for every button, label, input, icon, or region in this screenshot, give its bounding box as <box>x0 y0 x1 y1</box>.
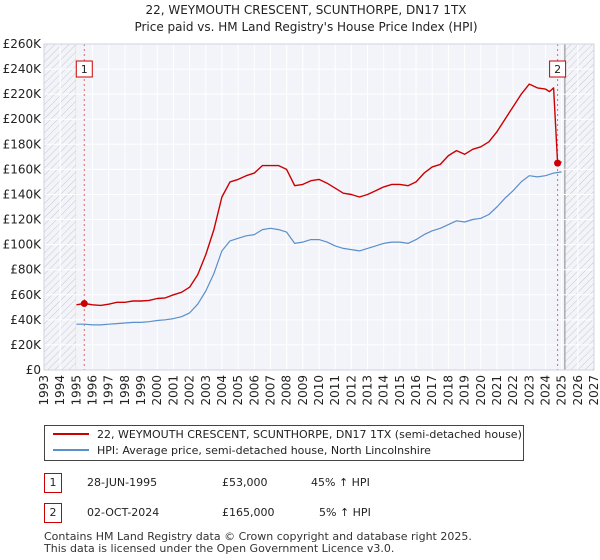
x-tick-label: 2020 <box>474 375 488 406</box>
chart-subtitle: Price paid vs. HM Land Registry's House … <box>134 20 477 34</box>
x-tick-label: 2021 <box>490 375 504 406</box>
hpi-line <box>76 171 562 326</box>
x-tick-label: 2008 <box>280 375 294 406</box>
transaction-price: £53,000 <box>222 476 268 489</box>
y-tick-label: £180K <box>3 137 43 151</box>
legend-swatch-property <box>53 433 89 435</box>
y-tick-label: £0 <box>26 363 41 377</box>
x-tick-label: 2017 <box>425 375 439 406</box>
property-price-line <box>76 83 562 307</box>
footer-line-2: This data is licensed under the Open Gov… <box>44 542 395 555</box>
x-tick-label: 1997 <box>102 375 116 406</box>
x-tick-label: 2027 <box>587 375 600 406</box>
x-tick-label: 2024 <box>538 375 552 406</box>
legend-swatch-hpi <box>53 449 89 451</box>
legend-item-hpi: HPI: Average price, semi-detached house,… <box>45 442 431 458</box>
y-tick-label: £60K <box>10 288 42 302</box>
x-tick-label: 2014 <box>377 375 391 406</box>
x-tick-label: 2015 <box>393 375 407 406</box>
y-tick-label: £200K <box>3 112 43 126</box>
x-tick-label: 1999 <box>134 375 148 406</box>
x-tick-label: 2012 <box>344 375 358 406</box>
x-tick-label: 2025 <box>555 375 569 406</box>
plot-frame <box>43 43 595 371</box>
footer-attribution: Contains HM Land Registry data © Crown c… <box>44 531 472 555</box>
x-tick-label: 2004 <box>215 375 229 406</box>
transaction-hpi-diff: 5% ↑ HPI <box>319 506 371 519</box>
x-tick-label: 1998 <box>118 375 132 406</box>
x-tick-label: 2002 <box>183 375 197 406</box>
transaction-hpi-diff: 45% ↑ HPI <box>311 476 370 489</box>
legend-label-hpi: HPI: Average price, semi-detached house,… <box>97 443 431 457</box>
y-tick-label: £120K <box>3 213 43 227</box>
x-tick-label: 2023 <box>522 375 536 406</box>
y-tick-label: £100K <box>3 238 43 252</box>
x-tick-label: 2003 <box>199 375 213 406</box>
x-tick-label: 2013 <box>361 375 375 406</box>
x-tick-label: 2018 <box>441 375 455 406</box>
x-tick-label: 2019 <box>458 375 472 406</box>
x-tick-label: 2007 <box>263 375 277 406</box>
sale-point-marker <box>554 159 562 167</box>
chart-legend: 22, WEYMOUTH CRESCENT, SCUNTHORPE, DN17 … <box>44 425 524 461</box>
x-tick-label: 2001 <box>166 375 180 406</box>
sale-label-number: 2 <box>554 63 561 76</box>
transaction-badge: 1 <box>44 473 62 493</box>
transaction-price: £165,000 <box>222 506 275 519</box>
x-tick-label: 2009 <box>296 375 310 406</box>
transaction-date: 02-OCT-2024 <box>87 506 160 519</box>
footer-line-1: Contains HM Land Registry data © Crown c… <box>44 530 472 543</box>
transaction-date: 28-JUN-1995 <box>87 476 158 489</box>
hatched-region <box>564 44 594 370</box>
y-tick-label: £160K <box>3 162 43 176</box>
legend-label-property: 22, WEYMOUTH CRESCENT, SCUNTHORPE, DN17 … <box>97 427 522 441</box>
y-tick-label: £40K <box>10 313 42 327</box>
sale-point-marker <box>80 300 88 308</box>
x-tick-label: 2016 <box>409 375 423 406</box>
x-tick-label: 2010 <box>312 375 326 406</box>
transaction-badge: 2 <box>44 503 62 523</box>
x-tick-label: 2005 <box>231 375 245 406</box>
price-chart: 22, WEYMOUTH CRESCENT, SCUNTHORPE, DN17 … <box>3 3 600 406</box>
chart-title: 22, WEYMOUTH CRESCENT, SCUNTHORPE, DN17 … <box>145 3 466 17</box>
sale-label-box <box>75 60 93 78</box>
x-tick-label: 2000 <box>150 375 164 406</box>
x-tick-label: 1993 <box>37 375 51 406</box>
sale-label-number: 1 <box>81 63 88 76</box>
y-tick-label: £240K <box>3 62 43 76</box>
x-tick-label: 2011 <box>328 375 342 406</box>
sale-label-box <box>549 60 567 78</box>
legend-item-property: 22, WEYMOUTH CRESCENT, SCUNTHORPE, DN17 … <box>45 426 522 442</box>
x-tick-label: 1995 <box>69 375 83 406</box>
y-tick-label: £260K <box>3 37 43 51</box>
y-tick-label: £80K <box>10 263 42 277</box>
y-tick-label: £20K <box>10 338 42 352</box>
y-tick-label: £220K <box>3 87 43 101</box>
x-tick-label: 1994 <box>53 375 67 406</box>
x-tick-label: 2022 <box>506 375 520 406</box>
x-tick-label: 2006 <box>247 375 261 406</box>
x-tick-label: 2026 <box>571 375 585 406</box>
x-tick-label: 1996 <box>86 375 100 406</box>
y-tick-label: £140K <box>3 187 43 201</box>
